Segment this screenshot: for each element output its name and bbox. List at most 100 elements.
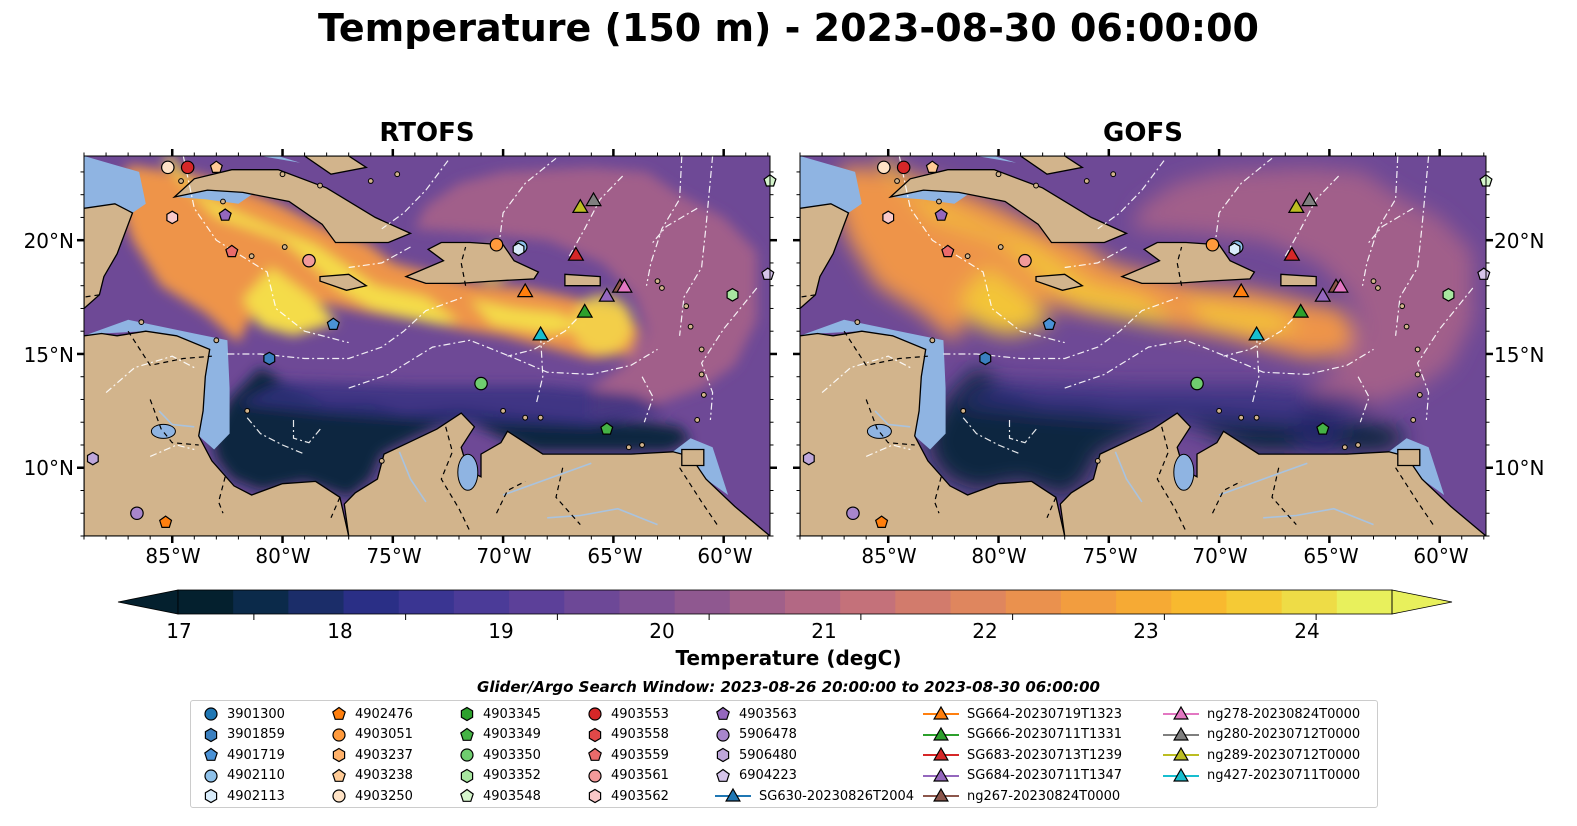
lon-label-gofs-85w: 85°W xyxy=(861,544,917,568)
lon-label-gofs-60w: 60°W xyxy=(1413,544,1469,568)
land-jamaica xyxy=(319,273,368,291)
colorbar-tick-18: 18 xyxy=(327,619,353,643)
lon-label-gofs-75w: 75°W xyxy=(1082,544,1138,568)
legend-marker-icon xyxy=(332,706,346,720)
legend-item: 3901300 xyxy=(201,704,285,724)
legend-label: 4902113 xyxy=(227,788,285,804)
marker-4903051 xyxy=(1205,237,1220,252)
marker-4903561 xyxy=(1018,253,1032,268)
legend-label: 4901719 xyxy=(227,747,285,763)
legend-label: 4903250 xyxy=(355,788,413,804)
legend-triangle-icon xyxy=(1173,705,1189,720)
land-yucatan xyxy=(800,203,850,310)
legend-triangle-icon xyxy=(933,767,949,782)
colorbar-bin xyxy=(178,590,234,614)
legend-label: ng289-20230712T0000 xyxy=(1207,747,1361,763)
marker-5906478 xyxy=(130,506,144,521)
marker-4903350 xyxy=(1190,376,1204,391)
colorbar-bin xyxy=(1336,590,1393,614)
colorbar-under-arrow xyxy=(117,589,179,615)
map-panel-rtofs xyxy=(77,149,777,543)
legend-triangle-icon xyxy=(933,746,949,761)
figure-title: Temperature (150 m) - 2023-08-30 06:00:0… xyxy=(317,6,1259,50)
legend-item: ng278-20230824T0000 xyxy=(1161,704,1360,724)
legend-label: 4903558 xyxy=(611,727,669,743)
marker-4903561 xyxy=(302,253,316,268)
legend-label: ng267-20230824T0000 xyxy=(967,788,1121,804)
colorbar-bin xyxy=(1005,590,1062,614)
marker-4902476 xyxy=(874,515,889,528)
marker-6904223 xyxy=(1477,267,1491,280)
legend-marker-icon xyxy=(1163,705,1199,720)
legend-marker-icon xyxy=(460,748,474,762)
marker-4903250 xyxy=(877,160,891,175)
legend-marker-icon xyxy=(460,789,474,803)
lat-label-right-15n: 15°N xyxy=(1494,343,1545,367)
search-window-text: Glider/Argo Search Window: 2023-08-26 20… xyxy=(477,678,1100,696)
marker-4903559 xyxy=(225,244,239,258)
colorbar-bin xyxy=(1226,590,1283,614)
legend-label: SG666-20230711T1331 xyxy=(967,727,1123,743)
panel-title-gofs: GOFS xyxy=(1103,118,1183,148)
legend-marker-icon xyxy=(588,707,602,721)
legend-label: 3901300 xyxy=(227,706,285,722)
legend-hexagon-icon xyxy=(588,727,602,742)
lon-label-rtofs-70w: 70°W xyxy=(476,544,532,568)
colorbar-bin xyxy=(564,590,621,614)
legend-circle-icon xyxy=(204,769,218,783)
legend-label: 4903561 xyxy=(611,768,669,784)
legend-item: 5906480 xyxy=(713,745,797,765)
marker-SG683-20230713T1239 xyxy=(567,246,585,261)
map-panel-gofs xyxy=(793,149,1493,543)
legend-item: 4903345 xyxy=(457,704,541,724)
colorbar-tick-24: 24 xyxy=(1294,619,1320,643)
colorbar-bin xyxy=(509,590,565,614)
colorbar-bin xyxy=(840,590,896,614)
legend-label: 4903237 xyxy=(355,747,413,763)
legend-item: 4903562 xyxy=(585,786,669,806)
marker-SG666-20230711T1331 xyxy=(576,303,594,318)
land-bahamas xyxy=(1019,156,1085,175)
marker-4903563 xyxy=(934,208,948,221)
colorbar-tick-19: 19 xyxy=(488,619,514,643)
land-bahamas xyxy=(303,156,369,175)
lon-label-rtofs-65w: 65°W xyxy=(587,544,643,568)
marker-ng427-20230711T0000 xyxy=(532,325,550,341)
marker-4903349 xyxy=(600,422,614,435)
legend-item: 4903051 xyxy=(329,725,413,745)
marker-4903250 xyxy=(161,160,175,175)
legend-marker-icon xyxy=(588,747,602,762)
legend-circle-icon xyxy=(460,748,474,762)
marker-4903553 xyxy=(180,160,195,175)
legend-pentagon-icon xyxy=(716,706,730,720)
legend: 3901300 3901859 4901719 4902110 4902113 49024… xyxy=(190,700,1378,808)
marker-SG664-20230719T1323 xyxy=(1232,282,1250,298)
marker-4902476 xyxy=(158,515,173,528)
legend-marker-icon xyxy=(588,727,602,742)
marker-4901719 xyxy=(1042,317,1056,330)
marker-4903352 xyxy=(1442,287,1455,302)
legend-label: SG630-20230826T2004 xyxy=(759,788,915,804)
legend-label: 4903051 xyxy=(355,727,413,743)
legend-marker-icon xyxy=(460,727,474,741)
legend-label: 4903563 xyxy=(739,706,797,722)
legend-item: ng280-20230712T0000 xyxy=(1161,725,1360,745)
legend-label: 5906478 xyxy=(739,727,797,743)
legend-label: 4903559 xyxy=(611,747,669,763)
legend-pentagon-icon xyxy=(332,768,346,782)
legend-item: 4903548 xyxy=(457,786,541,806)
legend-hexagon-icon xyxy=(204,727,218,742)
marker-4903563 xyxy=(218,208,232,221)
colorbar-bin xyxy=(453,590,510,614)
legend-label: ng427-20230711T0000 xyxy=(1207,768,1361,784)
land-central-america xyxy=(800,330,1066,536)
land-puerto-rico xyxy=(564,273,601,287)
legend-item: ng289-20230712T0000 xyxy=(1161,745,1360,765)
legend-marker-icon xyxy=(1163,726,1199,741)
lon-label-rtofs-75w: 75°W xyxy=(366,544,422,568)
legend-label: SG684-20230711T1347 xyxy=(967,768,1123,784)
marker-ng278-20230824T0000 xyxy=(1332,278,1349,293)
legend-item: 4903553 xyxy=(585,704,669,724)
legend-item: 4903350 xyxy=(457,745,541,765)
colorbar-bin xyxy=(895,590,952,614)
